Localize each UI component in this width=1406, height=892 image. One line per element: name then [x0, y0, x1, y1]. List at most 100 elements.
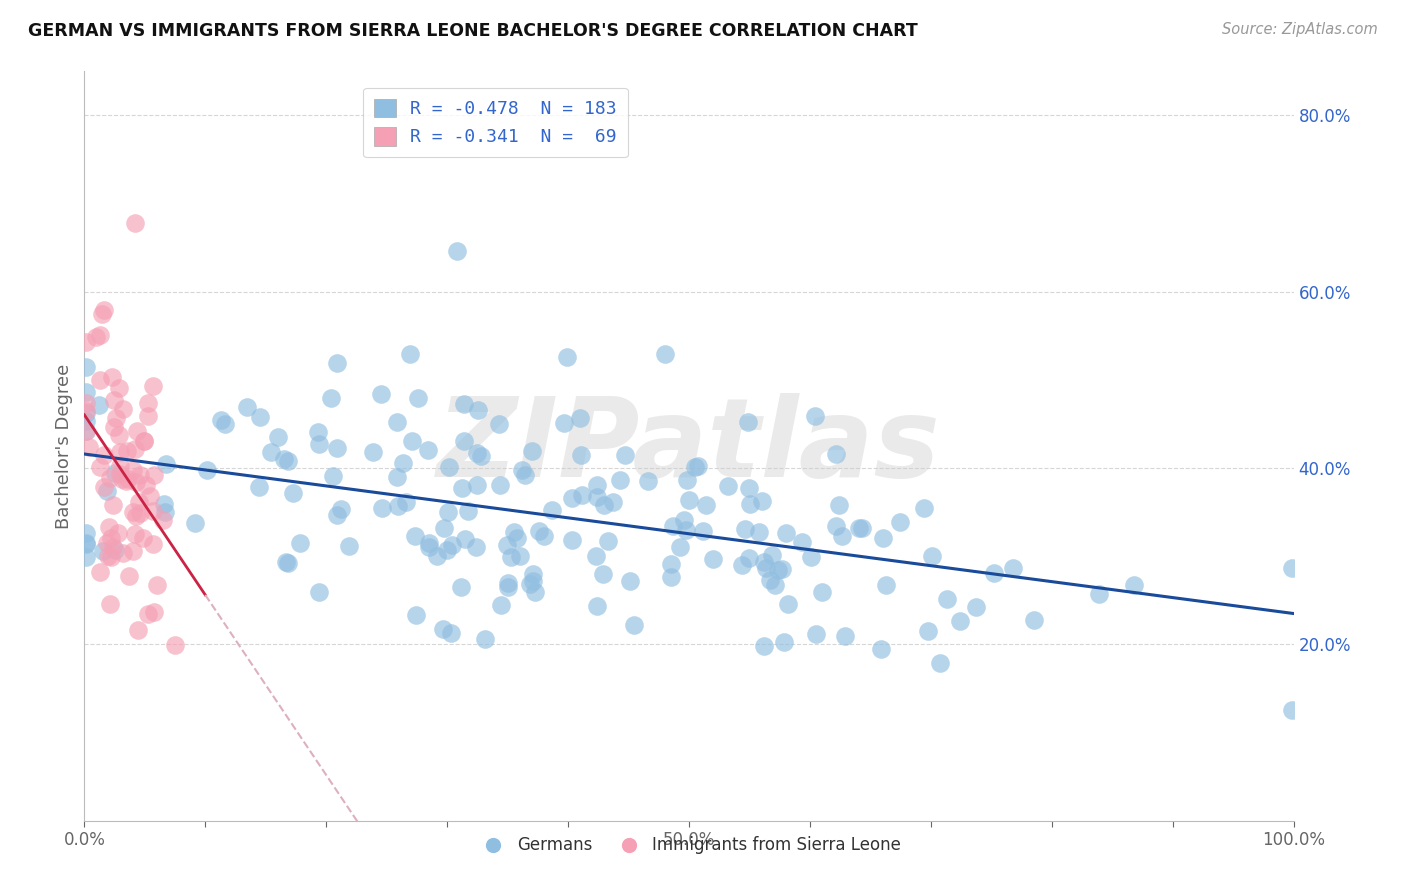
Point: [751, 494, 773, 508]
Point: [869, 642, 891, 657]
Point: [100, 531, 122, 545]
Point: [561, 491, 583, 505]
Point: [387, 470, 409, 484]
Point: [115, 444, 138, 458]
Point: [659, 570, 682, 584]
Point: [103, 499, 125, 513]
Point: [134, 434, 156, 448]
Point: [965, 600, 987, 615]
Point: [418, 536, 440, 550]
Point: [778, 597, 800, 611]
Point: [453, 434, 475, 449]
Point: [568, 411, 591, 425]
Point: [361, 445, 384, 459]
Point: [675, 524, 697, 538]
Point: [143, 605, 166, 619]
Point: [155, 457, 177, 471]
Point: [118, 569, 141, 583]
Point: [125, 509, 148, 524]
Point: [114, 474, 136, 488]
Point: [267, 430, 290, 444]
Point: [1122, 577, 1144, 591]
Point: [103, 393, 125, 408]
Point: [432, 622, 454, 636]
Point: [540, 503, 562, 517]
Point: [731, 558, 754, 573]
Point: [125, 475, 148, 489]
Point: [717, 478, 740, 492]
Point: [75, 414, 97, 428]
Point: [281, 486, 304, 500]
Point: [441, 538, 464, 552]
Point: [440, 626, 463, 640]
Point: [436, 543, 458, 558]
Point: [596, 533, 619, 548]
Point: [828, 498, 851, 512]
Point: [108, 445, 131, 459]
Point: [488, 417, 510, 432]
Point: [142, 536, 165, 550]
Point: [105, 411, 128, 425]
Point: [527, 524, 550, 539]
Point: [834, 629, 856, 643]
Point: [124, 216, 146, 230]
Point: [155, 505, 177, 519]
Point: [405, 608, 427, 623]
Point: [804, 409, 827, 423]
Point: [392, 457, 415, 471]
Point: [848, 521, 870, 535]
Point: [737, 551, 759, 566]
Point: [609, 473, 631, 487]
Point: [101, 370, 124, 384]
Point: [308, 437, 330, 451]
Point: [662, 518, 685, 533]
Point: [688, 458, 710, 473]
Point: [936, 592, 959, 607]
Point: [214, 417, 236, 431]
Point: [533, 528, 555, 542]
Point: [89, 328, 111, 343]
Point: [87, 398, 110, 412]
Point: [792, 534, 814, 549]
Point: [921, 549, 943, 564]
Point: [737, 415, 759, 429]
Point: [136, 607, 159, 621]
Text: ZIPatlas: ZIPatlas: [437, 392, 941, 500]
Point: [831, 529, 853, 543]
Point: [107, 526, 129, 541]
Point: [770, 562, 793, 576]
Point: [754, 640, 776, 654]
Point: [748, 524, 770, 539]
Point: [522, 567, 544, 582]
Point: [330, 502, 353, 516]
Point: [139, 489, 162, 503]
Point: [1001, 561, 1024, 575]
Point: [260, 445, 283, 459]
Point: [325, 356, 347, 370]
Point: [668, 541, 690, 555]
Point: [247, 480, 270, 494]
Point: [273, 452, 295, 467]
Point: [398, 347, 420, 361]
Point: [949, 614, 972, 628]
Point: [555, 351, 578, 365]
Point: [288, 536, 311, 550]
Point: [702, 551, 724, 566]
Point: [277, 454, 299, 468]
Point: [337, 540, 360, 554]
Point: [875, 578, 897, 592]
Point: [89, 565, 111, 579]
Point: [408, 392, 430, 406]
Point: [136, 395, 159, 409]
Point: [277, 556, 299, 570]
Point: [623, 618, 645, 632]
Point: [75, 525, 97, 540]
Point: [128, 467, 150, 482]
Point: [122, 505, 145, 519]
Point: [138, 409, 160, 423]
Point: [111, 472, 134, 486]
Point: [75, 549, 97, 564]
Point: [561, 533, 583, 548]
Point: [592, 567, 614, 582]
Point: [498, 580, 520, 594]
